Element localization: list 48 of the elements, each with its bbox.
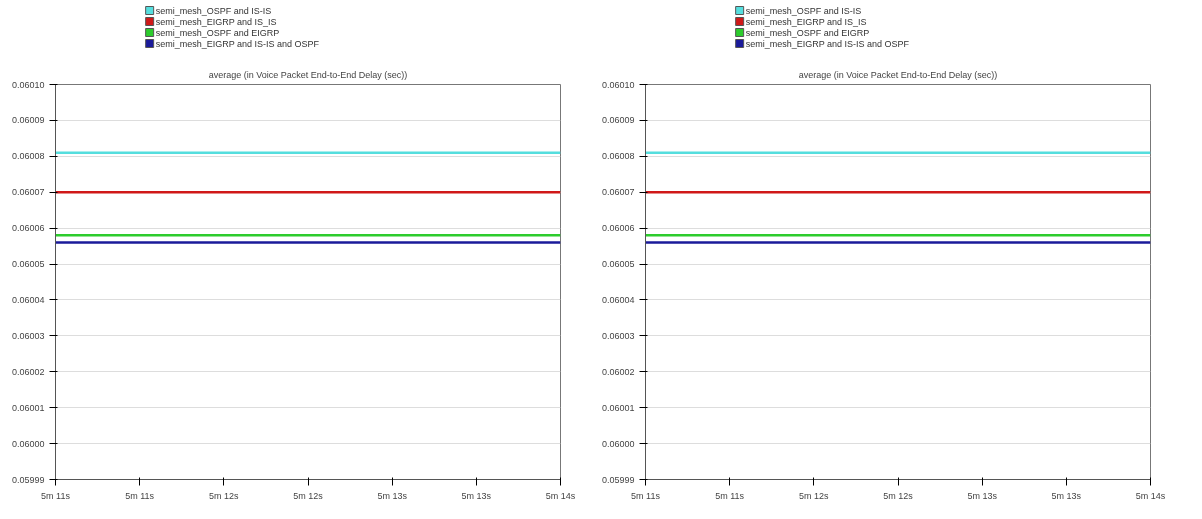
x-tick-label: 5m 13s [967, 490, 998, 501]
legend-label: semi_mesh_OSPF and IS-IS [745, 5, 862, 16]
x-tick-label: 5m 12s [209, 490, 240, 501]
chart-title: average (in Voice Packet End-to-End Delay (sec)) [798, 69, 998, 80]
y-tick-label: 0.06010 [601, 79, 635, 90]
y-tick-label: 0.06007 [601, 187, 635, 198]
x-tick-label: 5m 11s [715, 490, 745, 501]
y-tick-label: 0.06004 [11, 294, 45, 305]
legend-label: semi_mesh_OSPF and EIGRP [745, 27, 870, 38]
y-tick-label: 0.06005 [11, 259, 45, 270]
y-tick-label: 0.06002 [601, 366, 635, 377]
y-tick-label: 0.06001 [11, 402, 45, 413]
y-tick-label: 0.05999 [11, 474, 45, 485]
x-tick-label: 5m 13s [1051, 490, 1082, 501]
y-tick-label: 0.06000 [11, 438, 45, 449]
x-tick-label: 5m 12s [799, 490, 830, 501]
legend-label: semi_mesh_EIGRP and IS-IS and OSPF [155, 38, 320, 49]
x-tick-label: 5m 11s [41, 490, 71, 501]
y-tick-label: 0.06006 [601, 223, 635, 234]
legend-label: semi_mesh_EIGRP and IS_IS [745, 16, 867, 27]
y-tick-label: 0.06006 [11, 223, 45, 234]
y-tick-label: 0.06003 [11, 330, 45, 341]
x-tick-label: 5m 14s [545, 490, 576, 501]
y-tick-label: 0.06003 [601, 330, 635, 341]
legend-label: semi_mesh_OSPF and EIGRP [155, 27, 280, 38]
y-tick-label: 0.06004 [601, 294, 635, 305]
y-tick-label: 0.06002 [11, 366, 45, 377]
y-tick-label: 0.06001 [601, 402, 635, 413]
y-tick-label: 0.06010 [11, 79, 45, 90]
legend-label: semi_mesh_EIGRP and IS-IS and OSPF [745, 38, 910, 49]
legend-label: semi_mesh_OSPF and IS-IS [155, 5, 272, 16]
y-tick-label: 0.06008 [11, 151, 45, 162]
x-tick-label: 5m 11s [631, 490, 661, 501]
x-tick-label: 5m 14s [1135, 490, 1166, 501]
x-tick-label: 5m 12s [293, 490, 324, 501]
y-tick-label: 0.06009 [11, 115, 45, 126]
x-tick-label: 5m 13s [461, 490, 492, 501]
legend-label: semi_mesh_EIGRP and IS_IS [155, 16, 277, 27]
y-tick-label: 0.06009 [601, 115, 635, 126]
x-tick-label: 5m 11s [125, 490, 155, 501]
x-tick-label: 5m 13s [377, 490, 408, 501]
y-tick-label: 0.05999 [601, 474, 635, 485]
y-tick-label: 0.06007 [11, 187, 45, 198]
chart-title: average (in Voice Packet End-to-End Delay (sec)) [208, 69, 408, 80]
y-tick-label: 0.06008 [601, 151, 635, 162]
y-tick-label: 0.06005 [601, 259, 635, 270]
y-tick-label: 0.06000 [601, 438, 635, 449]
x-tick-label: 5m 12s [883, 490, 914, 501]
